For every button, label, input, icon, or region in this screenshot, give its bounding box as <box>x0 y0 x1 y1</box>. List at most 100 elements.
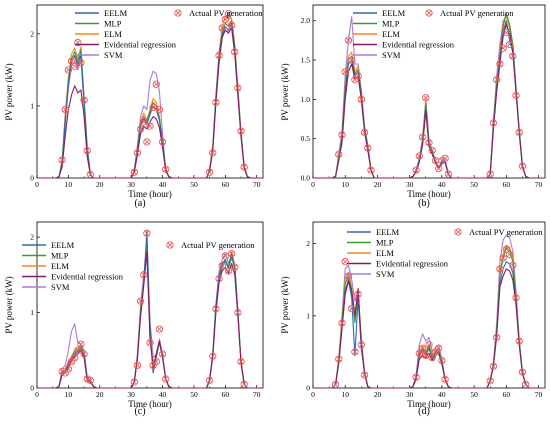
actual-pv-point <box>338 131 346 139</box>
x-tick-label: 40 <box>438 180 446 189</box>
x-axis-title: Time (hour) <box>128 399 171 409</box>
y-axis-title: PV power (kW) <box>4 276 14 333</box>
x-tick-label: 30 <box>127 390 135 399</box>
actual-pv-point <box>441 375 449 383</box>
actual-pv-point <box>418 344 427 352</box>
actual-pv-point <box>489 119 498 127</box>
actual-pv-point <box>234 84 242 92</box>
actual-pv-point <box>341 68 349 76</box>
y-tick-label: 2.0 <box>301 16 311 25</box>
x-axis-title: Time (hour) <box>407 399 450 409</box>
actual-pv-point <box>212 98 220 106</box>
legend-label: MLP <box>104 19 122 29</box>
actual-pv-point <box>140 118 148 126</box>
actual-pv-point <box>357 95 365 104</box>
x-tick-label: 50 <box>190 390 198 399</box>
legend-label: MLP <box>382 19 400 29</box>
actual-pv-point <box>505 250 514 259</box>
x-tick-label: 20 <box>96 180 104 189</box>
actual-pv-point <box>231 263 239 271</box>
legend-label: SVM <box>382 50 401 60</box>
x-tick-label: 60 <box>503 180 511 189</box>
legend-label: SVM <box>51 282 70 292</box>
actual-pv-point <box>512 294 520 302</box>
actual-pv-point <box>209 149 217 157</box>
actual-pv-point <box>240 163 248 171</box>
panel-label: (d) <box>418 406 430 417</box>
actual-pv-point <box>496 265 504 273</box>
actual-pv-point <box>499 44 507 52</box>
actual-pv-point <box>74 346 82 354</box>
x-tick-label: 20 <box>96 390 104 399</box>
series-line-evidential-regression <box>37 27 263 179</box>
actual-pv-point <box>493 333 501 342</box>
actual-pv-point <box>364 144 372 152</box>
actual-pv-point <box>360 371 369 379</box>
x-axis-title: Time (hour) <box>128 189 171 199</box>
actual-pv-point <box>441 154 449 162</box>
actual-pv-point <box>425 138 433 147</box>
x-tick-label: 10 <box>65 180 73 189</box>
x-tick-label: 70 <box>535 390 543 399</box>
series-line-eelm <box>313 261 545 389</box>
actual-pv-point <box>438 157 446 165</box>
x-tick-label: 10 <box>341 390 349 399</box>
actual-pv-point <box>221 252 229 260</box>
actual-pv-point <box>71 62 79 70</box>
actual-pv-point <box>428 146 436 155</box>
series-line-mlp <box>37 20 263 179</box>
legend-label: ELM <box>104 29 122 39</box>
actual-pv-point <box>58 156 66 164</box>
actual-pv-point <box>335 355 343 363</box>
legend-label: Actual PV generation <box>189 8 263 18</box>
actual-pv-point <box>140 271 148 279</box>
actual-pv-point <box>212 305 220 313</box>
panel-label: (c) <box>134 406 145 417</box>
actual-pv-point <box>149 103 157 112</box>
actual-pv-point <box>360 128 369 137</box>
legend-actual-marker <box>425 9 433 17</box>
actual-pv-point <box>143 229 151 237</box>
actual-pv-point <box>71 354 79 362</box>
plot-frame <box>312 4 546 179</box>
legend-label: SVM <box>104 50 123 60</box>
y-axis-title: PV power (kW) <box>280 276 290 333</box>
legend-label: MLP <box>51 251 69 261</box>
x-tick-label: 40 <box>159 180 167 189</box>
actual-pv-point <box>143 138 151 146</box>
x-tick-label: 20 <box>374 180 382 189</box>
actual-pv-point <box>518 162 527 170</box>
actual-pv-point <box>341 258 349 266</box>
x-tick-label: 40 <box>438 390 446 399</box>
actual-pv-point <box>155 105 164 114</box>
actual-pv-point <box>209 352 217 360</box>
actual-pv-point <box>522 380 530 389</box>
x-tick-label: 40 <box>159 390 167 399</box>
actual-pv-point <box>444 170 452 178</box>
x-tick-label: 50 <box>470 390 478 399</box>
x-tick-label: 50 <box>190 180 198 189</box>
actual-pv-point <box>515 128 523 137</box>
actual-pv-point <box>338 319 346 327</box>
x-tick-label: 60 <box>222 180 230 189</box>
y-axis-title: PV power (kW) <box>280 63 290 120</box>
actual-pv-point <box>509 261 517 269</box>
y-tick-label: 0 <box>30 174 34 183</box>
actual-pv-point <box>80 350 88 358</box>
actual-pv-point <box>130 168 138 176</box>
x-tick-label: 30 <box>406 180 414 189</box>
y-tick-label: 0 <box>306 384 310 393</box>
actual-pv-point <box>231 48 239 56</box>
actual-pv-point <box>77 340 85 348</box>
plot-frame <box>36 4 264 179</box>
actual-pv-point <box>215 274 223 283</box>
actual-pv-point <box>133 361 142 370</box>
legend-actual-marker <box>166 241 174 249</box>
actual-pv-point <box>415 349 423 358</box>
actual-pv-point <box>77 59 85 67</box>
actual-pv-point <box>224 9 233 18</box>
legend-label: ELM <box>51 261 69 271</box>
actual-pv-point <box>155 325 164 333</box>
actual-pv-point <box>158 350 167 358</box>
actual-pv-point <box>162 165 170 174</box>
